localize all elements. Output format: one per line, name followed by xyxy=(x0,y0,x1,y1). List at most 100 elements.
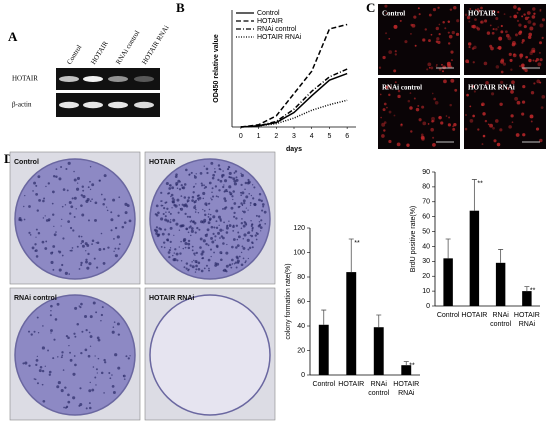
cell-dot xyxy=(539,81,542,84)
cell-dot xyxy=(484,119,488,123)
colony xyxy=(173,199,176,201)
colony xyxy=(191,249,194,252)
colony xyxy=(85,250,87,252)
colony xyxy=(231,258,234,262)
colony xyxy=(183,196,187,199)
colony xyxy=(250,234,254,238)
colony xyxy=(113,250,115,253)
bar xyxy=(401,365,412,375)
colony xyxy=(28,364,31,367)
colony xyxy=(227,168,230,170)
colony xyxy=(215,220,218,223)
colony xyxy=(84,314,88,319)
colony xyxy=(36,355,38,357)
colony xyxy=(251,241,254,244)
colony xyxy=(203,209,206,212)
colony xyxy=(212,232,215,235)
cell-dot xyxy=(480,20,483,24)
colony xyxy=(102,262,106,265)
colony xyxy=(179,181,181,183)
colony xyxy=(223,221,225,224)
colony xyxy=(184,212,187,215)
colony xyxy=(69,351,71,354)
colony xyxy=(168,248,171,252)
colony xyxy=(219,179,223,183)
colony xyxy=(172,254,174,257)
x-tick-label: 1 xyxy=(257,133,261,140)
cell-dot xyxy=(510,68,513,71)
colony xyxy=(53,338,56,341)
gel-band xyxy=(108,101,128,109)
colony xyxy=(219,237,221,239)
x-tick-label: HOTAIR xyxy=(461,312,487,319)
colony xyxy=(243,221,246,224)
colony xyxy=(155,204,159,208)
cell-dot xyxy=(540,106,544,110)
colony xyxy=(211,187,214,190)
cell-dot xyxy=(388,139,392,144)
cell-dot xyxy=(384,4,388,8)
colony xyxy=(85,329,88,332)
cell-dot xyxy=(521,100,526,104)
micrograph-label: HOTAIR xyxy=(468,10,497,18)
colony xyxy=(92,366,95,368)
colony xyxy=(243,233,247,237)
colony xyxy=(76,176,80,180)
colony xyxy=(72,396,76,400)
colony xyxy=(32,190,34,192)
colony xyxy=(190,229,194,233)
bar xyxy=(373,327,384,375)
colony xyxy=(79,387,82,390)
colony xyxy=(52,175,56,178)
colony xyxy=(204,213,207,217)
cell-dot xyxy=(422,121,427,126)
colony xyxy=(110,218,114,222)
cell-dot xyxy=(486,31,491,35)
cell-dot xyxy=(393,114,396,117)
x-tick-label: Control xyxy=(312,381,335,388)
colony xyxy=(66,189,69,192)
colony xyxy=(92,301,96,305)
colony xyxy=(167,192,170,195)
colony xyxy=(242,257,245,260)
colony xyxy=(223,184,225,186)
significance: ** xyxy=(354,240,360,247)
colony xyxy=(113,238,115,240)
colony xyxy=(203,267,206,270)
colony xyxy=(128,219,132,223)
colony xyxy=(88,402,91,405)
micrograph-label: HOTAIR RNAi xyxy=(468,84,515,92)
cell-dot xyxy=(495,17,499,21)
colony xyxy=(38,198,41,202)
colony xyxy=(198,228,201,231)
cell-dot xyxy=(438,33,441,36)
colony xyxy=(73,178,77,182)
colony xyxy=(222,236,225,240)
colony xyxy=(240,172,242,175)
colony xyxy=(78,268,81,270)
colony xyxy=(154,213,157,216)
cell-dot xyxy=(397,89,401,93)
colony xyxy=(79,306,82,309)
colony xyxy=(258,193,262,196)
colony xyxy=(228,171,232,175)
cell-dot xyxy=(539,9,542,12)
cell-dot xyxy=(522,85,526,89)
cell-dot xyxy=(511,121,514,124)
cell-dot xyxy=(466,93,469,97)
colony xyxy=(81,185,84,188)
cell-dot xyxy=(456,19,460,23)
cell-dot xyxy=(394,50,397,53)
colony xyxy=(232,177,236,181)
cell-dot xyxy=(465,59,470,64)
cell-dot xyxy=(471,24,475,29)
y-tick-label: 80 xyxy=(297,274,305,281)
cell-dot xyxy=(494,119,499,123)
colony xyxy=(67,336,70,340)
colony xyxy=(187,196,191,199)
cell-dot xyxy=(380,116,382,119)
colony xyxy=(50,260,54,265)
cell-dot xyxy=(500,24,503,28)
colony xyxy=(207,213,210,215)
cell-dot xyxy=(427,123,430,125)
